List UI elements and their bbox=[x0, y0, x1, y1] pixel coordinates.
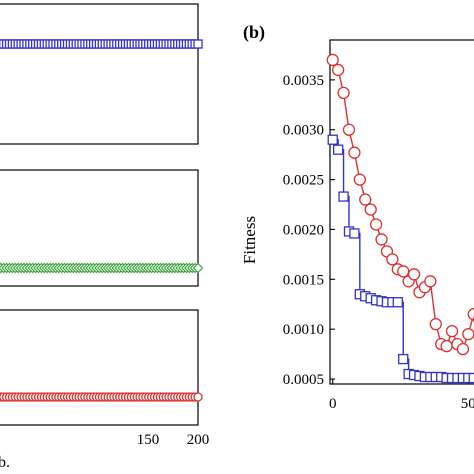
series-point bbox=[375, 233, 388, 246]
x-tick-label: 200 bbox=[187, 432, 210, 448]
series-point bbox=[364, 203, 377, 216]
series-point bbox=[392, 297, 403, 308]
series-point bbox=[386, 253, 399, 266]
series-point bbox=[331, 63, 345, 77]
y-axis-label: Fitness bbox=[240, 216, 259, 264]
panel-b-ticks: 0.0005 0.0010 0.0015 0.0020 0.0025 0.0030 0.00… bbox=[283, 73, 474, 412]
series-point bbox=[338, 191, 349, 202]
series-point bbox=[348, 146, 361, 159]
x-tick-label: 50 bbox=[461, 396, 474, 412]
series-point bbox=[397, 265, 410, 278]
series-point bbox=[327, 134, 338, 145]
x-tick-label: 150 bbox=[137, 432, 160, 448]
series-point bbox=[326, 53, 339, 67]
series-point bbox=[369, 218, 383, 231]
series-point bbox=[192, 262, 204, 274]
panel-b-frame bbox=[329, 39, 474, 385]
y-tick-label: 0.0005 bbox=[283, 372, 324, 388]
series-point bbox=[424, 275, 437, 288]
panel-a-top-frame bbox=[0, 3, 199, 145]
panel-label-b: (b) bbox=[243, 22, 265, 43]
x-tick-label: 0 bbox=[329, 396, 337, 412]
y-tick-label: 0.0030 bbox=[283, 123, 324, 139]
y-tick-label: 0.0010 bbox=[283, 322, 324, 338]
series-point bbox=[337, 86, 350, 99]
series-group bbox=[327, 134, 474, 384]
series-point bbox=[456, 342, 470, 356]
series-point bbox=[342, 123, 356, 136]
series-point bbox=[349, 228, 360, 239]
panel-a-top bbox=[0, 3, 203, 145]
panel-a-bottom: 150 200 b. bbox=[0, 309, 210, 471]
panel-a-bottom-frame bbox=[0, 309, 199, 426]
x-axis-label-fragment: b. bbox=[0, 454, 10, 471]
series-point bbox=[359, 193, 372, 206]
series-point bbox=[398, 353, 409, 365]
series-point bbox=[193, 39, 203, 49]
panel-a-bottom-series bbox=[0, 392, 203, 402]
series-point bbox=[445, 325, 459, 338]
series-point bbox=[462, 327, 474, 341]
series-point bbox=[353, 173, 366, 186]
series-group bbox=[326, 53, 474, 356]
panel-a-middle-frame bbox=[0, 169, 199, 287]
panel-b: (b) Fitness 0.00050.00100.00150.00200.00… bbox=[240, 22, 474, 412]
series-point bbox=[468, 372, 474, 384]
panel-a-middle bbox=[0, 169, 204, 287]
panel-b-series bbox=[326, 53, 474, 384]
y-tick-label: 0.0015 bbox=[283, 272, 324, 288]
panel-a-top-series bbox=[0, 39, 203, 49]
y-tick-label: 0.0020 bbox=[283, 222, 324, 238]
series-point bbox=[429, 318, 442, 331]
y-tick-label: 0.0025 bbox=[283, 173, 324, 189]
series-point bbox=[407, 268, 421, 281]
series-point bbox=[193, 392, 203, 402]
y-tick-label: 0.0035 bbox=[283, 73, 324, 89]
series-point bbox=[332, 144, 344, 155]
panel-a-middle-series bbox=[0, 262, 204, 274]
series-point bbox=[440, 339, 453, 353]
